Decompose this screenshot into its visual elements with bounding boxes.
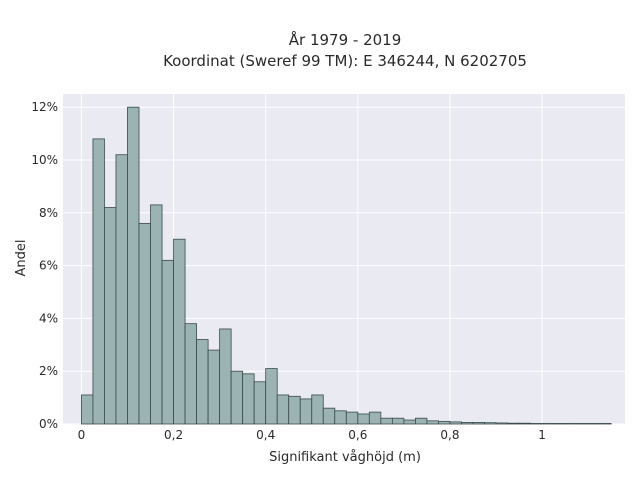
- histogram-bar-16: [265, 368, 278, 425]
- histogram-bar-18: [288, 395, 301, 425]
- histogram-bar-7: [161, 259, 174, 425]
- x-tick-label-1: 0,2: [164, 428, 183, 442]
- histogram-bar-8: [173, 238, 186, 425]
- histogram-bar-44: [587, 423, 601, 425]
- x-tick-label-5: 1: [538, 428, 546, 442]
- x-tick-label-2: 0,4: [256, 428, 275, 442]
- histogram-bar-9: [184, 323, 197, 425]
- histogram-bar-29: [415, 417, 428, 425]
- histogram-bar-4: [127, 106, 140, 425]
- y-tick-label-4: 8%: [39, 206, 58, 220]
- y-axis-title: Andel: [14, 240, 29, 277]
- histogram-bar-23: [345, 411, 359, 425]
- histogram-bar-37: [507, 422, 520, 425]
- histogram-bar-20: [311, 394, 324, 425]
- histogram-bar-39: [530, 423, 543, 425]
- histogram-bar-41: [553, 423, 566, 425]
- y-tick-label-3: 6%: [39, 259, 58, 273]
- x-tick-labels: 0 0,2 0,4 0,6 0,8 1: [78, 428, 546, 442]
- histogram-bar-22: [334, 410, 347, 425]
- y-tick-label-0: 0%: [39, 417, 58, 431]
- x-tick-label-3: 0,6: [348, 428, 367, 442]
- histogram-bar-17: [276, 394, 290, 425]
- histogram-bar-2: [104, 207, 117, 425]
- histogram-bar-25: [368, 411, 382, 425]
- histogram-bar-13: [230, 370, 244, 425]
- y-tick-label-6: 12%: [31, 100, 58, 114]
- y-tick-label-2: 4%: [39, 311, 58, 325]
- histogram-bar-30: [426, 420, 439, 425]
- x-axis-title: Signifikant våghöjd (m): [269, 450, 421, 465]
- histogram-bar-12: [219, 328, 232, 425]
- histogram-bar-1: [92, 138, 105, 425]
- histogram-bar-33: [461, 422, 474, 425]
- histogram-bar-38: [518, 422, 531, 425]
- x-tick-label-0: 0: [78, 428, 86, 442]
- histogram-bar-45: [599, 423, 612, 425]
- x-tick-label-4: 0,8: [440, 428, 459, 442]
- y-tick-label-1: 2%: [39, 364, 58, 378]
- histogram-bar-35: [484, 422, 497, 425]
- histogram-bar-36: [495, 422, 508, 425]
- histogram-bar-28: [403, 419, 416, 425]
- y-tick-label-5: 10%: [31, 153, 58, 167]
- histogram-bar-31: [438, 420, 451, 425]
- histogram-bar-21: [322, 407, 336, 425]
- histogram-bar-5: [138, 222, 151, 425]
- histogram-bar-32: [449, 421, 462, 425]
- histogram-bar-6: [150, 204, 163, 425]
- histogram-bar-27: [391, 417, 405, 425]
- histogram-bar-15: [253, 381, 267, 425]
- histogram-bar-3: [115, 154, 128, 425]
- bars: [81, 106, 612, 425]
- histogram-bar-11: [207, 349, 221, 425]
- histogram-bar-24: [357, 413, 370, 425]
- histogram-bar-26: [380, 417, 393, 425]
- y-tick-labels: 0% 2% 4% 6% 8% 10% 12%: [31, 100, 58, 431]
- histogram-bar-10: [196, 339, 209, 425]
- chart-subtitle: Koordinat (Sweref 99 TM): E 346244, N 62…: [163, 52, 527, 70]
- histogram-bar-34: [472, 422, 485, 425]
- histogram-bar-0: [81, 394, 94, 425]
- histogram-bar-43: [576, 423, 589, 425]
- histogram-bar-40: [541, 423, 554, 425]
- histogram-bar-14: [242, 373, 255, 425]
- chart-title: År 1979 - 2019: [289, 30, 402, 49]
- histogram-bar-19: [299, 398, 313, 425]
- histogram-bar-42: [564, 423, 578, 425]
